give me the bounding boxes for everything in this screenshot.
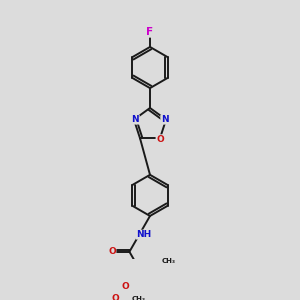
Text: CH₃: CH₃ bbox=[132, 296, 146, 300]
Text: N: N bbox=[161, 115, 168, 124]
Text: F: F bbox=[146, 27, 154, 37]
Text: O: O bbox=[156, 135, 164, 144]
Text: O: O bbox=[121, 282, 129, 291]
Text: N: N bbox=[132, 115, 139, 124]
Text: O: O bbox=[108, 247, 116, 256]
Text: NH: NH bbox=[136, 230, 152, 239]
Text: CH₃: CH₃ bbox=[161, 258, 176, 264]
Text: O: O bbox=[111, 294, 119, 300]
